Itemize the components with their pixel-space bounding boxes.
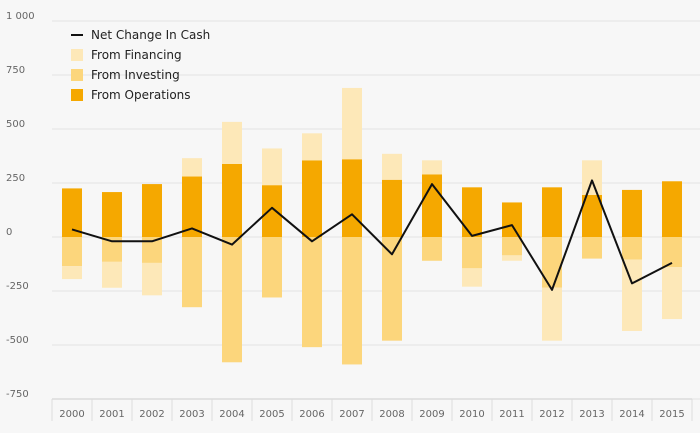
bar-from-investing-2000 <box>62 237 82 267</box>
bar-from-financing-2001 <box>102 261 122 288</box>
bar-from-operations-2014 <box>622 189 642 237</box>
net-change-line <box>71 179 673 291</box>
bar-from-operations-2007 <box>342 159 362 237</box>
bar-from-financing-2011 <box>502 255 522 261</box>
legend-label: From Investing <box>91 68 180 82</box>
bar-from-financing-2003 <box>182 158 202 177</box>
legend-swatch <box>71 49 83 61</box>
y-tick-label: 0 <box>6 227 12 238</box>
bar-from-investing-2005 <box>262 237 282 298</box>
legend-label: From Operations <box>91 88 191 102</box>
bar-from-operations-2008 <box>382 179 402 237</box>
bar-from-investing-2013 <box>582 237 602 259</box>
y-tick-label: 500 <box>6 119 25 130</box>
axis-layer: 1 000 750 500 250 0 -250 -500 -750 2000 2001 2002 2… <box>6 11 693 421</box>
bar-layer <box>62 87 682 365</box>
bar-from-financing-2014 <box>622 259 642 331</box>
bar-from-financing-2000 <box>62 266 82 280</box>
bar-from-investing-2002 <box>142 237 162 263</box>
x-tick-label: 2010 <box>459 409 484 420</box>
x-tick-label: 2014 <box>619 409 644 420</box>
legend: Net Change In Cash From Financing From Inv… <box>71 28 210 102</box>
bar-from-investing-2010 <box>462 237 482 269</box>
y-tick-label: 1 000 <box>6 11 35 22</box>
x-tick-label: 2011 <box>499 409 524 420</box>
bar-from-operations-2000 <box>62 188 82 237</box>
bar-from-financing-2015 <box>662 267 682 320</box>
bar-from-investing-2009 <box>422 237 442 261</box>
bar-from-operations-2001 <box>102 192 122 237</box>
bar-from-operations-2004 <box>222 163 242 237</box>
bar-from-operations-2012 <box>542 187 562 237</box>
x-tick-label: 2005 <box>259 409 284 420</box>
bar-from-operations-2005 <box>262 185 282 237</box>
net-change-line-layer <box>71 179 673 291</box>
bar-from-investing-2014 <box>622 237 642 260</box>
y-tick-label: -500 <box>6 335 29 346</box>
legend-label: From Financing <box>91 48 182 62</box>
bar-from-operations-2015 <box>662 181 682 237</box>
bar-from-operations-2013 <box>582 194 602 237</box>
x-tick-label: 2007 <box>339 409 364 420</box>
bar-from-financing-2005 <box>262 148 282 186</box>
bar-from-investing-2015 <box>662 237 682 268</box>
bar-from-investing-2011 <box>502 237 522 256</box>
bar-from-financing-2002 <box>142 262 162 296</box>
bar-from-operations-2003 <box>182 176 202 237</box>
y-tick-label: 250 <box>6 173 25 184</box>
bar-from-investing-2008 <box>382 237 402 341</box>
bar-from-investing-2001 <box>102 237 122 262</box>
bar-from-financing-2009 <box>422 160 442 175</box>
bar-from-financing-2008 <box>382 153 402 180</box>
x-tick-label: 2000 <box>59 409 84 420</box>
bar-from-operations-2010 <box>462 187 482 237</box>
y-tick-label: 750 <box>6 65 25 76</box>
y-tick-label: -750 <box>6 389 29 400</box>
bar-from-investing-2003 <box>182 237 202 308</box>
bar-from-financing-2007 <box>342 87 362 160</box>
bar-from-operations-2006 <box>302 160 322 237</box>
legend-label: Net Change In Cash <box>91 28 210 42</box>
bar-from-investing-2007 <box>342 237 362 365</box>
y-tick-label: -250 <box>6 281 29 292</box>
x-tick-label: 2003 <box>179 409 204 420</box>
x-tick-label: 2013 <box>579 409 604 420</box>
bar-from-financing-2006 <box>302 133 322 161</box>
x-tick-label: 2008 <box>379 409 404 420</box>
legend-swatch <box>71 89 83 101</box>
legend-swatch <box>71 69 83 81</box>
bar-from-operations-2002 <box>142 184 162 237</box>
x-tick-label: 2006 <box>299 409 324 420</box>
bar-from-financing-2004 <box>222 121 242 164</box>
bar-from-financing-2010 <box>462 268 482 287</box>
bar-from-operations-2011 <box>502 202 522 237</box>
bar-from-investing-2006 <box>302 237 322 348</box>
x-tick-label: 2015 <box>659 409 684 420</box>
x-tick-label: 2001 <box>99 409 124 420</box>
bar-from-investing-2004 <box>222 237 242 363</box>
x-tick-label: 2002 <box>139 409 164 420</box>
bar-from-financing-2012 <box>542 287 562 341</box>
bar-from-financing-2013 <box>582 160 602 195</box>
x-tick-label: 2009 <box>419 409 444 420</box>
x-tick-label: 2012 <box>539 409 564 420</box>
x-tick-label: 2004 <box>219 409 244 420</box>
